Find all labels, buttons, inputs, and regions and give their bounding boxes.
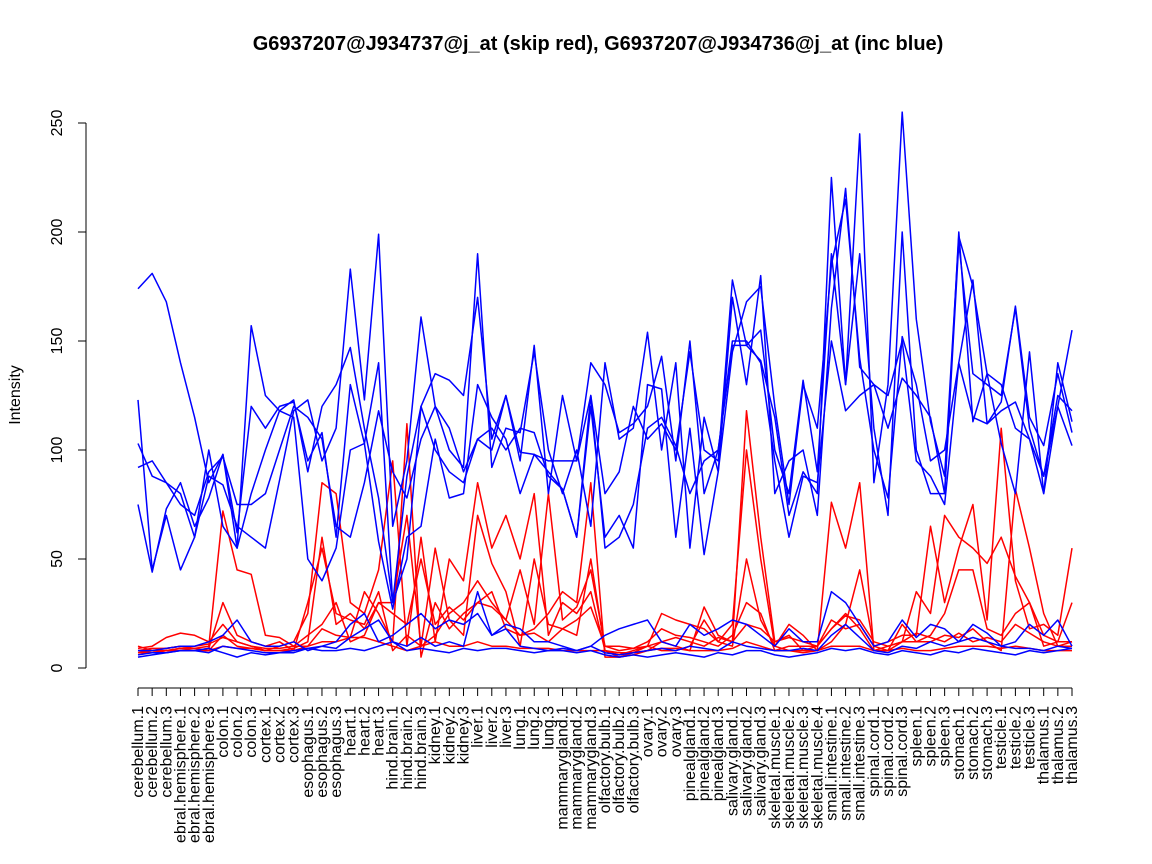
x-tick-label: mammarygland.3 bbox=[583, 706, 600, 830]
x-tick-label: spleen.1 bbox=[908, 706, 925, 767]
x-tick-label: ebral.hemisphere.3 bbox=[201, 706, 218, 843]
x-tick-label: testicle.1 bbox=[993, 706, 1010, 769]
x-tick-label: stomach.2 bbox=[965, 706, 982, 780]
x-tick-label: olfactory.bulb.1 bbox=[597, 706, 614, 813]
x-tick-label: hind.brain.2 bbox=[399, 706, 416, 790]
x-tick-label: cerebellum.1 bbox=[130, 706, 147, 798]
x-tick-label: small.intestine.3 bbox=[852, 706, 869, 821]
x-tick-label: pinealgland.2 bbox=[696, 706, 713, 801]
y-tick-label: 100 bbox=[49, 437, 66, 464]
x-tick-label: olfactory.bulb.2 bbox=[611, 706, 628, 813]
y-tick-label: 0 bbox=[49, 663, 66, 672]
x-tick-label: spinal.cord.3 bbox=[894, 706, 911, 797]
x-tick-label: thalamus.1 bbox=[1036, 706, 1053, 784]
x-tick-label: olfactory.bulb.3 bbox=[625, 706, 642, 813]
x-tick-label: cortex.2 bbox=[272, 706, 289, 763]
x-tick-label: mammarygland.1 bbox=[555, 706, 572, 830]
x-tick-label: skeletal.muscle.1 bbox=[767, 706, 784, 829]
x-tick-label: spinal.cord.1 bbox=[866, 706, 883, 797]
skip-red-line-1 bbox=[137, 481, 1073, 658]
x-tick-label: esophagus.3 bbox=[328, 706, 345, 798]
y-tick-label: 200 bbox=[49, 219, 66, 246]
x-tick-label: skeletal.muscle.2 bbox=[781, 706, 798, 829]
x-tick-label: ebral.hemisphere.2 bbox=[187, 706, 204, 843]
x-tick-label: cerebellum.3 bbox=[158, 706, 175, 798]
x-axis: cerebellum.1cerebellum.2cerebellum.3ebra… bbox=[130, 687, 1081, 843]
x-tick-label: salivary.gland.1 bbox=[724, 706, 741, 816]
x-tick-label: testicle.2 bbox=[1007, 706, 1024, 769]
x-tick-label: spleen.2 bbox=[922, 706, 939, 767]
inc-blue-line-11 bbox=[138, 590, 1073, 652]
y-tick-label: 150 bbox=[49, 328, 66, 355]
x-tick-label: ebral.hemisphere.1 bbox=[172, 706, 189, 843]
x-tick-label: salivary.gland.3 bbox=[753, 706, 770, 816]
y-tick-label: 50 bbox=[49, 550, 66, 568]
y-axis: 0 50 100 150 200 250 bbox=[49, 110, 87, 672]
x-tick-label: esophagus.2 bbox=[314, 706, 331, 798]
x-tick-label: mammarygland.2 bbox=[569, 706, 586, 830]
x-tick-label: heart.1 bbox=[342, 706, 359, 756]
x-tick-label: lung.3 bbox=[540, 706, 557, 750]
x-tick-label: testicle.3 bbox=[1022, 706, 1039, 769]
x-tick-label: salivary.gland.2 bbox=[739, 706, 756, 816]
x-tick-label: cortex.3 bbox=[286, 706, 303, 763]
x-tick-label: thalamus.3 bbox=[1064, 706, 1081, 784]
x-tick-label: ovary.2 bbox=[654, 706, 671, 757]
x-tick-label: skeletal.muscle.3 bbox=[795, 706, 812, 829]
x-tick-label: pinealgland.3 bbox=[710, 706, 727, 801]
x-tick-label: kidney.2 bbox=[441, 706, 458, 765]
x-tick-label: skeletal.muscle.4 bbox=[809, 706, 826, 829]
x-tick-label: liver.1 bbox=[470, 706, 487, 748]
x-tick-label: liver.3 bbox=[498, 706, 515, 748]
x-tick-label: hind.brain.3 bbox=[413, 706, 430, 790]
x-tick-label: cortex.1 bbox=[257, 706, 274, 763]
x-tick-label: kidney.3 bbox=[455, 706, 472, 765]
x-tick-label: liver.2 bbox=[484, 706, 501, 748]
x-tick-label: colon.1 bbox=[215, 706, 232, 758]
x-tick-label: stomach.1 bbox=[951, 706, 968, 780]
skip-red-line-4 bbox=[137, 558, 1072, 652]
inc-blue-line-6 bbox=[137, 111, 1073, 604]
x-tick-label: lung.1 bbox=[512, 706, 529, 750]
x-tick-label: pinealgland.1 bbox=[682, 706, 699, 801]
x-tick-label: ovary.1 bbox=[639, 706, 656, 757]
x-tick-label: esophagus.1 bbox=[300, 706, 317, 798]
inc-blue-line-10 bbox=[137, 340, 1073, 549]
y-axis-label: Intensity bbox=[7, 365, 24, 425]
x-tick-label: spinal.cord.2 bbox=[880, 706, 897, 797]
x-tick-label: colon.3 bbox=[243, 706, 260, 758]
x-tick-label: spleen.3 bbox=[937, 706, 954, 767]
x-tick-label: heart.3 bbox=[371, 706, 388, 756]
x-tick-label: heart.2 bbox=[356, 706, 373, 756]
x-tick-label: colon.2 bbox=[229, 706, 246, 758]
x-tick-label: cerebellum.2 bbox=[144, 706, 161, 798]
inc-blue-line-8 bbox=[137, 198, 1073, 549]
x-tick-label: kidney.1 bbox=[427, 706, 444, 765]
x-tick-label: small.intestine.1 bbox=[823, 706, 840, 821]
x-tick-label: small.intestine.2 bbox=[838, 706, 855, 821]
inc-blue-line-9 bbox=[137, 187, 1073, 610]
skip-red-line-3 bbox=[137, 492, 1072, 654]
x-tick-label: stomach.3 bbox=[979, 706, 996, 780]
inc-blue-line-7 bbox=[137, 231, 1073, 604]
inc-blue-line-12 bbox=[137, 590, 1073, 656]
inc-blue-line-13 bbox=[137, 641, 1073, 658]
x-tick-label: lung.2 bbox=[526, 706, 543, 750]
chart-title: G6937207@J934737@j_at (skip red), G69372… bbox=[253, 33, 944, 55]
x-tick-label: ovary.3 bbox=[668, 706, 685, 757]
x-tick-label: thalamus.2 bbox=[1050, 706, 1067, 784]
plot-lines bbox=[137, 111, 1073, 658]
x-tick-label: hind.brain.1 bbox=[385, 706, 402, 790]
y-tick-label: 250 bbox=[49, 110, 66, 137]
